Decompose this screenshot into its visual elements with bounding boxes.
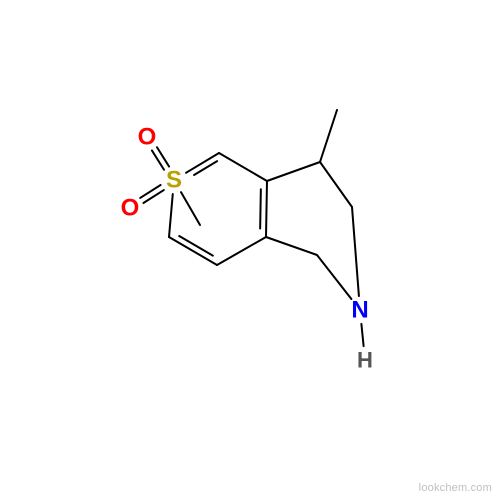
atom-label-o2: O xyxy=(121,195,140,222)
atom-label-s: S xyxy=(166,167,182,194)
atom-label-o1: O xyxy=(138,124,157,151)
chemical-structure-drawing: SO O NH xyxy=(0,0,500,500)
atom-label-n: N xyxy=(351,297,368,324)
watermark-text: lookchem.com xyxy=(419,482,492,494)
atom-label-h: H xyxy=(357,348,373,373)
molecule-canvas: SO O NH xyxy=(0,0,500,500)
